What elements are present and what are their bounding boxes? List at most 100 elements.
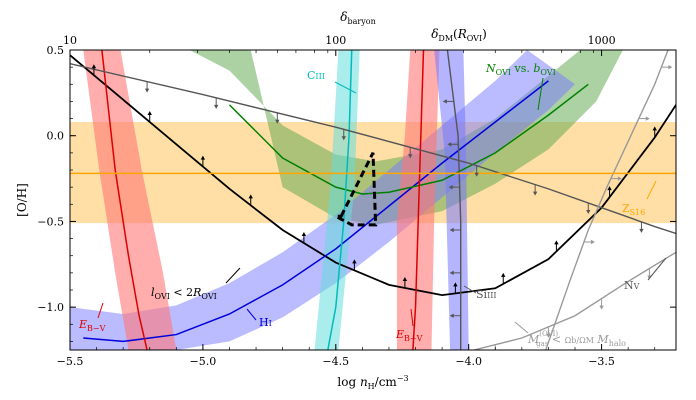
annotation-novi-bovi: NOVI vs. bOVI [485,62,556,77]
arrowhead-ovi-constraint [453,282,458,287]
annotation-mgas-mid: < [548,333,564,346]
annotation-novi-mid: vs. [511,62,533,75]
x-axis-label-exp: −3 [397,374,409,383]
top-label-dm-close: ) [482,27,487,41]
x-tick-label: −4.0 [455,355,482,368]
x-axis-label: log nH/cm−3 [337,374,408,391]
top-tick-label: 1000 [588,34,616,47]
line-ciii [327,50,353,350]
annotation-ciii: CIII [307,69,325,82]
ticks: −5.5 −5.0 −4.5 −4.0 −3.5 −1.0 −0.5 0.0 0.510 100 1… [37,34,676,368]
annotation-hi: HI [259,316,272,329]
annotation-siiii-main: Si [476,288,488,301]
top-label-baryon: δbaryon [340,10,375,26]
arrowhead-m-gas-constraint [599,305,604,310]
pointer-siiii [463,285,477,294]
annotation-mgas: M(OVI) gas < Ωb/ΩM Mhalo [527,330,626,348]
line-e-b-v-left [101,50,148,350]
annotation-ebv-left-sub: B−V [87,324,106,333]
annotation-siiii-sub: III [487,291,496,300]
arrowhead-ovi-constraint [248,194,253,199]
annotation-novi-sub: OVI [496,68,511,77]
top-tick-label: 10 [63,34,77,47]
annotation-zs16-main: Z [622,202,630,215]
arrowhead-siiii [586,210,591,214]
arrowhead-dm-r-ovi [449,227,454,233]
arrowhead-siiii [341,136,346,141]
arrowhead-m-gas-constraint [546,333,551,338]
arrowhead-ovi-constraint [147,111,152,115]
annotation-mgas-sub: gas [536,340,549,348]
line-siiii [70,63,676,235]
line-nv [545,50,669,350]
x-tick-label: −5.5 [57,355,84,368]
annotation-mgas-halo: halo [609,339,626,348]
arrowhead-nv [590,239,595,245]
arrowhead-siiii [532,191,538,196]
arrowhead-dm-r-ovi [442,99,447,104]
plot-area [70,50,676,350]
line-n-ovi-vs-b-ovi [228,83,589,195]
arrowhead-ovi-constraint [652,126,657,131]
arrowhead-dm-r-ovi [449,313,454,318]
annotation-rovi-sub: OVI [201,292,216,301]
x-tick-label: −5.0 [190,355,217,368]
band-n-ovi-vs-b-ovi-band [189,50,623,225]
arrowhead-dm-r-ovi [448,184,453,190]
annotation-hi-main: H [259,316,269,329]
arrowhead-ovi-constraint [554,240,559,245]
top-label-dm-sub: DM [438,34,453,43]
annotation-ebv-right-main: E [395,328,404,341]
annotation-novi-main: N [485,62,496,75]
arrowhead-dm-r-ovi [447,142,452,147]
pointer-mgas [514,321,529,334]
y-tick-label: −0.5 [37,215,64,228]
allowed-region-dashed [335,152,378,227]
arrowhead-siiii [474,172,479,177]
axes-frame [69,49,677,351]
top-label-dm: δDM(ROVI) [431,27,487,43]
top-label-dm-paren: ( [453,27,458,41]
annotation-nv-main: N [624,279,634,292]
pointer-ebv-right [410,308,414,327]
annotation-lovi-main: l [151,286,155,299]
annotation-nv: NV [624,279,640,292]
arrowhead-nv [668,64,673,70]
pointer-ciii [334,81,357,94]
annotation-bovi-sub: OVI [540,68,555,77]
annotation-ebv-right-sub: B−V [404,334,423,343]
y-tick-label: 0.0 [47,130,65,143]
annotation-mgas-main: M [527,333,540,346]
band-ciii [314,50,360,350]
top-tick-label: 100 [325,34,346,47]
annotation-ciii-main: C [307,69,315,82]
annotation-zs16-sub: S16 [630,208,646,217]
arrowhead-ovi-constraint [91,64,97,69]
x-axis-label-sub: H [368,382,375,391]
annotation-hi-sub: I [269,319,272,328]
pointer-zs16 [646,180,657,200]
line-m-gas-constraint [473,251,676,350]
annotation-mgas-sup: (OVI) [539,330,558,338]
arrowhead-siiii [639,228,644,233]
x-axis-label-n: n [360,375,368,389]
annotation-ebv-left: EB−V [78,318,106,333]
annotations: CIII NOVI vs. bOVI ZS16 lOVI < 2ROVI EB−… [78,62,645,348]
y-tick-label: 0.5 [47,44,65,57]
annotation-ciii-sub: III [315,72,324,81]
arrowhead-ovi-constraint [352,259,357,264]
pointer-lovi [225,267,241,284]
top-label-baryon-sub: baryon [348,17,376,26]
arrowhead-ovi-constraint [200,155,206,160]
band-e-b-v-left [83,50,177,350]
annotation-bovi-main: b [533,62,540,75]
annotation-siiii: SiIII [476,288,497,301]
annotation-zs16: ZS16 [622,202,645,217]
arrowhead-nv [617,176,622,181]
x-axis-label-log: log [337,375,360,389]
arrowhead-ovi-constraint [402,276,408,281]
annotation-pointers [97,77,667,334]
arrowhead-dm-r-ovi [449,270,454,276]
annotation-nv-sub: V [633,282,640,291]
annotation-lovi-sub: OVI [155,292,170,301]
